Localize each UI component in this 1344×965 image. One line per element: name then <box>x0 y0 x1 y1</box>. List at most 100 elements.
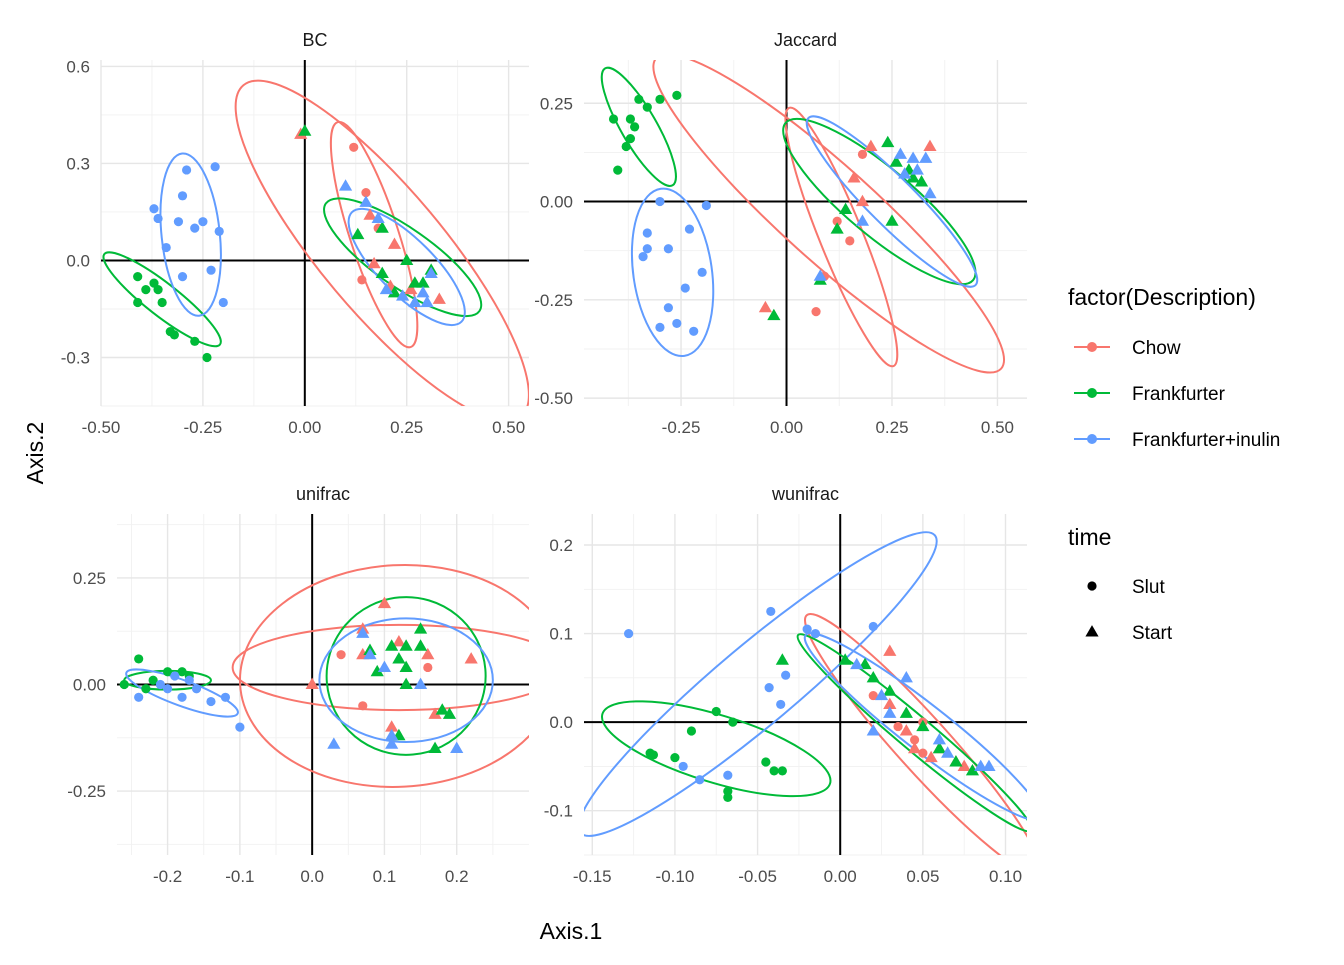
point-chow-start <box>367 256 381 269</box>
point-chow-start <box>907 741 922 754</box>
point-chow-start <box>392 635 406 647</box>
point-frankfurter-inulin-slut <box>218 297 228 308</box>
point-frankfurter-inulin-slut <box>134 692 144 702</box>
point-frankfurter-inulin-slut <box>764 683 774 693</box>
point-frankfurter-start <box>899 706 913 718</box>
point-frankfurter-start <box>838 653 852 665</box>
point-frankfurter-start <box>428 741 442 753</box>
point-frankfurter-inulin-start <box>923 186 937 199</box>
point-frankfurter-inulin-slut <box>173 217 184 227</box>
point-frankfurter-inulin-slut <box>220 692 231 702</box>
panel-unifrac: -0.2 -0.1 0.0 0.1 0.2 -0.25 0.00 0.25 unifrac <box>67 484 529 886</box>
point-frankfurter-start <box>858 657 872 670</box>
point-frankfurter-inulin-slut <box>198 217 208 227</box>
point-frankfurter-inulin-slut <box>191 684 202 694</box>
panel-wunifrac: -0.15 -0.10 -0.05 0.00 0.05 0.10 -0.1 0.0 0.1 0.2… <box>544 484 1027 886</box>
point-frankfurter-inulin-slut <box>155 679 165 690</box>
point-frankfurter-inulin-slut <box>153 213 163 224</box>
point-frankfurter-inulin-start <box>899 671 913 683</box>
point-frankfurter-slut <box>648 750 659 760</box>
point-frankfurter-slut <box>634 94 644 104</box>
point-frankfurter-inulin-start <box>906 151 920 163</box>
ellipse-frankfurter-inulin <box>318 617 494 744</box>
x-axis-title: Axis.1 <box>540 918 603 944</box>
point-frankfurter-inulin-start <box>855 214 870 226</box>
point-frankfurter-slut <box>672 90 682 100</box>
x-tick-label: 0.00 <box>824 867 857 886</box>
ellipse-chow <box>231 623 529 712</box>
x-tick-label: 0.2 <box>445 867 469 886</box>
points <box>608 90 937 336</box>
x-tick-label: 0.25 <box>390 418 423 437</box>
point-frankfurter-inulin-start <box>377 660 392 673</box>
point-frankfurter-slut <box>202 352 212 363</box>
point-chow-slut <box>832 216 842 226</box>
point-frankfurter-slut <box>711 706 721 717</box>
x-tick-label: -0.25 <box>184 418 223 437</box>
ellipses <box>123 563 529 788</box>
point-frankfurter-inulin-start <box>408 295 422 308</box>
point-frankfurter-inulin-start <box>941 746 955 758</box>
legend-color: factor(Description) Chow Frankfurter Frank… <box>1068 284 1280 451</box>
point-frankfurter-inulin-slut <box>695 775 705 785</box>
point-frankfurter-slut <box>642 102 652 112</box>
point-chow-start <box>883 697 897 709</box>
legend-key-point <box>1087 388 1097 398</box>
point-frankfurter-start <box>889 155 903 167</box>
point-frankfurter-inulin-slut <box>655 196 665 207</box>
ellipse-frankfurter <box>600 700 832 798</box>
point-frankfurter-inulin-start <box>893 147 908 159</box>
point-chow-slut <box>857 149 868 159</box>
ellipses <box>584 531 1027 855</box>
point-frankfurter-slut <box>141 684 151 694</box>
point-frankfurter-slut <box>177 667 187 677</box>
panel-title: BC <box>302 30 327 50</box>
point-chow-start <box>924 750 938 763</box>
point-frankfurter-inulin-slut <box>766 606 776 617</box>
point-frankfurter-slut <box>134 654 144 664</box>
point-chow-start <box>432 292 446 304</box>
ellipse-chow <box>234 79 529 406</box>
ellipse-frankfurter-inulin <box>805 115 979 288</box>
point-frankfurter-inulin-slut <box>680 283 690 293</box>
y-tick-label: 0.25 <box>540 94 573 113</box>
point-chow-slut <box>909 735 920 745</box>
point-frankfurter-inulin-start <box>874 688 889 701</box>
point-frankfurter-inulin-start <box>450 741 464 753</box>
legend-color-title: factor(Description) <box>1068 284 1256 310</box>
legend-item-frankfurter: Frankfurter <box>1074 384 1226 405</box>
legend-key-point <box>1087 342 1097 352</box>
point-chow-slut <box>336 650 346 660</box>
point-frankfurter-start <box>775 653 789 665</box>
point-frankfurter-inulin-slut <box>723 770 733 780</box>
point-chow-start <box>899 724 913 736</box>
point-frankfurter-slut <box>728 717 738 727</box>
point-frankfurter-inulin-slut <box>672 318 682 329</box>
legend-key-point <box>1087 434 1097 444</box>
point-frankfurter-inulin-slut <box>149 204 159 214</box>
point-frankfurter-slut <box>153 284 163 295</box>
point-frankfurter-slut <box>670 752 680 763</box>
point-frankfurter-inulin-slut <box>810 628 821 639</box>
panel-bc: -0.50 -0.25 0.00 0.25 0.50 -0.3 0.0 0.3 0.6 BC <box>61 30 529 437</box>
point-frankfurter-inulin-slut <box>206 265 216 275</box>
x-tick-label: -0.15 <box>573 867 612 886</box>
point-frankfurter-slut <box>625 134 636 144</box>
legend-key-triangle <box>1085 625 1099 637</box>
legend-item-start: Start <box>1085 623 1173 644</box>
y-tick-label: 0.00 <box>73 676 106 695</box>
point-frankfurter-inulin-slut <box>642 228 652 238</box>
point-frankfurter-slut <box>625 114 636 124</box>
x-tick-label: -0.1 <box>225 867 254 886</box>
point-chow-start <box>957 759 971 771</box>
point-frankfurter-start <box>385 639 399 651</box>
ellipse-chow <box>329 120 419 349</box>
point-frankfurter-start <box>885 214 899 226</box>
point-frankfurter-start <box>965 764 980 776</box>
point-frankfurter-start <box>767 308 781 321</box>
point-chow-start <box>883 644 897 656</box>
point-frankfurter-start <box>399 660 413 673</box>
point-frankfurter-start <box>906 171 920 183</box>
point-frankfurter-inulin-slut <box>162 684 173 694</box>
